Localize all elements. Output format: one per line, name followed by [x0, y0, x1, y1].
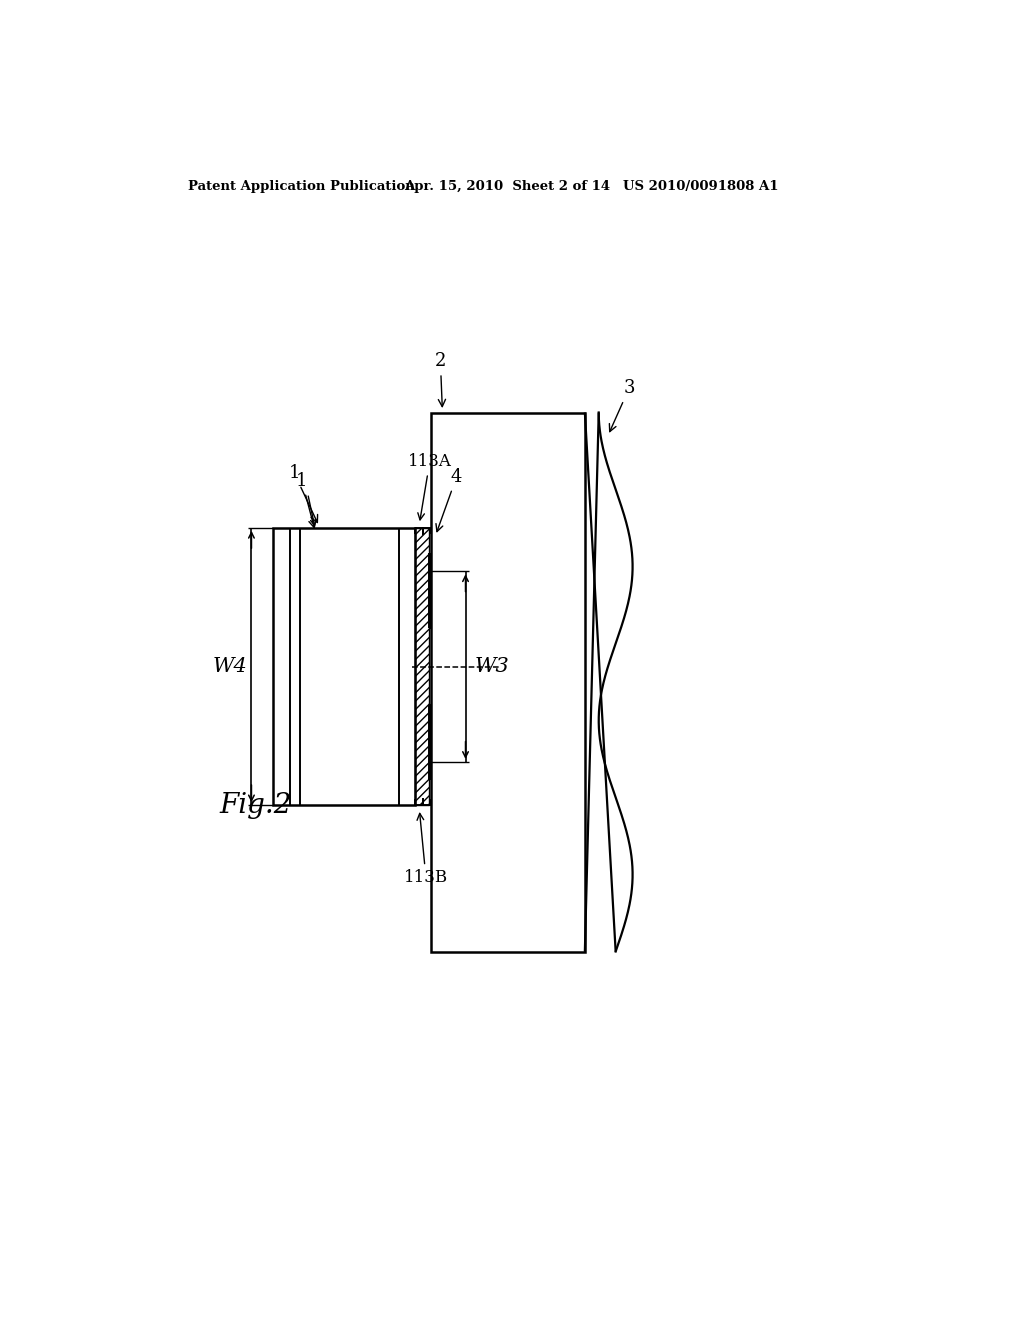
Text: US 2010/0091808 A1: US 2010/0091808 A1	[624, 181, 779, 194]
Text: 3: 3	[609, 379, 635, 432]
Bar	[273, 528, 416, 805]
Text: W4: W4	[213, 657, 248, 676]
Text: 4: 4	[436, 467, 462, 532]
Text: 2: 2	[435, 352, 446, 407]
Text: Fig.2: Fig.2	[219, 792, 292, 818]
Text: 1: 1	[289, 463, 317, 523]
Text: 113B: 113B	[403, 813, 449, 886]
Bar	[431, 413, 585, 952]
Text: 1: 1	[296, 471, 316, 528]
Bar	[416, 528, 429, 805]
Text: Patent Application Publication: Patent Application Publication	[188, 181, 415, 194]
Text: Apr. 15, 2010  Sheet 2 of 14: Apr. 15, 2010 Sheet 2 of 14	[403, 181, 610, 194]
Text: W3: W3	[475, 657, 510, 676]
Text: 113A: 113A	[408, 453, 452, 520]
